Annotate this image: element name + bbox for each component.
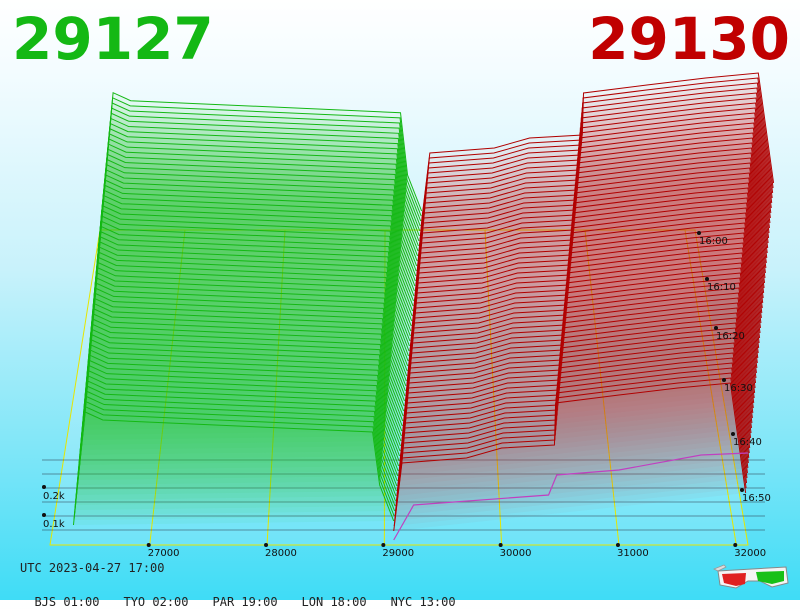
utc-time: UTC 2023-04-27 17:00	[20, 561, 165, 575]
price-tick-dot	[733, 543, 738, 547]
x-tick-label: 32000	[734, 548, 766, 559]
time-tick-dot	[731, 432, 735, 436]
city-time-tyo: TYO 02:00	[123, 595, 189, 609]
time-tick-label: 16:00	[699, 236, 728, 247]
city-times: BJS 01:00 TYO 02:00 PAR 19:00 LON 18:00 NYC …	[20, 581, 480, 609]
time-tick-dot	[697, 231, 701, 235]
x-tick-label: 29000	[382, 548, 414, 559]
time-tick-label: 16:30	[724, 383, 753, 394]
price-gridline	[149, 229, 186, 546]
ask-price: 29130	[588, 5, 790, 73]
price-tick-dot	[498, 543, 503, 547]
axis-labels: 27000 28000 29000 30000 31000 32000 0.1k 0.2k 16…	[42, 231, 771, 559]
y-tick-label: 0.1k	[43, 519, 65, 530]
3d-glasses-icon[interactable]	[712, 561, 792, 591]
ask-front-line	[393, 452, 749, 541]
y-tick-label: 0.2k	[43, 491, 65, 502]
time-tick-dot	[705, 277, 709, 281]
bid-price: 29127	[12, 5, 214, 73]
city-time-par: PAR 19:00	[212, 595, 278, 609]
time-tick-label: 16:20	[716, 331, 745, 342]
ask-depth-line	[393, 382, 747, 532]
volume-tick-dot	[42, 513, 46, 517]
time-tick-label: 16:50	[742, 493, 771, 504]
bid-depth-line	[72, 411, 395, 526]
x-tick-label: 27000	[148, 548, 180, 559]
time-tick-dot	[740, 488, 744, 492]
price-tick-dot	[381, 543, 386, 547]
time-tick-label: 16:40	[733, 437, 762, 448]
x-tick-label: 30000	[500, 548, 532, 559]
ask-depth-series	[393, 72, 775, 541]
city-time-lon: LON 18:00	[301, 595, 367, 609]
volume-tick-dot	[42, 485, 46, 489]
price-tick-dot	[615, 543, 620, 547]
bid-depth-series	[72, 91, 423, 526]
time-tick-dot	[722, 378, 726, 382]
city-time-bjs: BJS 01:00	[34, 595, 100, 609]
price-tick-dot	[264, 543, 269, 547]
price-gridline	[266, 229, 286, 546]
order-book-3d-chart: 27000 28000 29000 30000 31000 32000 0.1k 0.2k 16…	[42, 72, 775, 559]
time-tick-dot	[714, 326, 718, 330]
x-tick-label: 28000	[265, 548, 297, 559]
x-tick-label: 31000	[617, 548, 649, 559]
city-time-nyc: NYC 13:00	[390, 595, 456, 609]
time-tick-label: 16:10	[707, 282, 736, 293]
price-tick-dot	[146, 543, 151, 547]
